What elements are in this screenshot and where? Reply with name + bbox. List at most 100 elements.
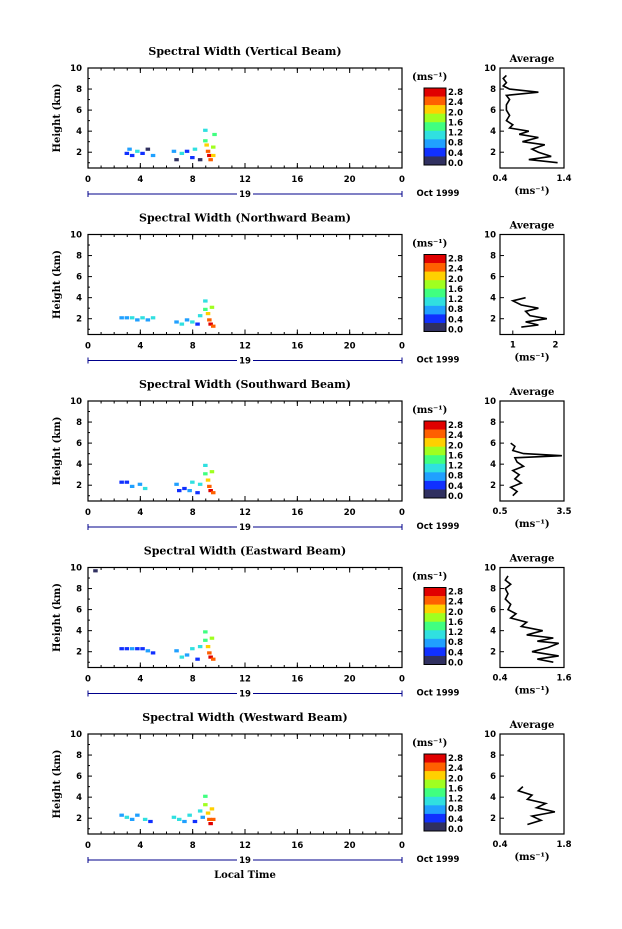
heatmap-cell bbox=[192, 147, 198, 151]
heatmap-cell bbox=[203, 307, 208, 311]
y-tick-label: 8 bbox=[76, 252, 82, 262]
y-tick-label: 2 bbox=[76, 814, 82, 824]
date-number: 19 bbox=[239, 690, 251, 700]
colorbar-tick-label: 0.0 bbox=[448, 659, 463, 669]
colorbar-segment bbox=[424, 805, 446, 815]
x-tick-label: 0 bbox=[85, 342, 91, 352]
y-axis-label: Height (km) bbox=[52, 583, 63, 652]
average-frame bbox=[499, 566, 565, 669]
heatmap-cell bbox=[135, 813, 140, 817]
y-tick-label: 4 bbox=[76, 460, 82, 470]
heatmap-cell bbox=[192, 819, 198, 824]
x-tick-label: 12 bbox=[239, 841, 251, 851]
date-number: 19 bbox=[239, 856, 251, 866]
average-y-tick-label: 6 bbox=[490, 606, 496, 616]
panel-1: Spectral Width (Northward Beam)246810Hei… bbox=[52, 212, 565, 367]
average-x-label: (ms⁻¹) bbox=[514, 686, 549, 697]
heatmap-cell bbox=[145, 147, 151, 151]
colorbar-frame bbox=[423, 587, 447, 665]
heatmap-cell bbox=[127, 147, 132, 151]
x-axis-label: Local Time bbox=[214, 870, 276, 881]
average-x-tick-label: 1.8 bbox=[556, 840, 571, 850]
heatmap-cell bbox=[150, 651, 156, 655]
colorbar-segment bbox=[424, 305, 446, 315]
heatmap-cell bbox=[190, 156, 195, 160]
panel-2: Spectral Width (Southward Beam) 2 4 6 8 10 Hei… bbox=[52, 378, 572, 533]
heatmap-cell bbox=[171, 815, 177, 819]
average-x-tick-label: 1.4 bbox=[556, 174, 571, 184]
heatmap-cell bbox=[140, 151, 145, 155]
y-tick-label: 6 bbox=[76, 106, 82, 116]
x-tick-label: 4 bbox=[137, 841, 143, 851]
colorbar-tick-label: 1.2 bbox=[448, 295, 463, 305]
colorbar-segment bbox=[424, 647, 446, 657]
average-y-tick-label: 8 bbox=[490, 418, 496, 428]
colorbar-tick-label: 1.6 bbox=[448, 451, 463, 461]
average-x-tick-label: 2 bbox=[553, 341, 559, 351]
colorbar-segment bbox=[424, 754, 446, 763]
x-tick-label: 0 bbox=[85, 675, 91, 685]
date-label: Oct 1999 bbox=[417, 689, 460, 699]
heatmap-cell bbox=[208, 489, 213, 493]
colorbar-segment bbox=[424, 438, 446, 447]
colorbar-unit: (ms⁻¹) bbox=[412, 738, 447, 749]
y-tick-label: 8 bbox=[76, 751, 82, 761]
date-number-bg bbox=[237, 855, 253, 865]
average-title: Average bbox=[509, 554, 555, 565]
plot-frame bbox=[87, 67, 403, 169]
colorbar-tick-label: 2.4 bbox=[448, 431, 463, 441]
colorbar-tick-label: 0.4 bbox=[448, 648, 463, 658]
panel-0: Spectral Width (Vertical Beam) 2 4 6 8 10 Heig… bbox=[52, 45, 572, 200]
x-tick-label: 0 bbox=[399, 342, 405, 352]
average-y-tick-label: 8 bbox=[490, 585, 496, 595]
y-tick-label: 8 bbox=[76, 585, 82, 595]
heatmap-cell bbox=[174, 158, 179, 162]
colorbar-segment bbox=[424, 280, 446, 290]
date-number-bg bbox=[237, 189, 253, 199]
panel-title: Spectral Width (Northward Beam) bbox=[139, 212, 351, 225]
x-tick-label: 8 bbox=[190, 342, 196, 352]
heatmap-cell bbox=[207, 817, 212, 821]
x-tick-label: 16 bbox=[291, 841, 303, 851]
heatmap-cell bbox=[203, 794, 208, 798]
panel-title: Spectral Width (Eastward Beam) bbox=[144, 545, 346, 558]
heatmap-cell bbox=[190, 320, 195, 324]
average-x-tick-label: 0.4 bbox=[492, 840, 507, 850]
colorbar-tick-label: 1.2 bbox=[448, 795, 463, 805]
heatmap-cell bbox=[209, 470, 215, 474]
average-x-tick-label: 3.5 bbox=[556, 507, 571, 517]
x-tick-label: 12 bbox=[239, 342, 251, 352]
colorbar-frame bbox=[423, 254, 447, 332]
colorbar-tick-label: 2.0 bbox=[448, 441, 463, 451]
heatmap-cell bbox=[204, 143, 209, 147]
date-number: 19 bbox=[239, 523, 251, 533]
average-y-tick-label: 10 bbox=[484, 564, 496, 574]
heatmap-cell bbox=[190, 647, 195, 651]
colorbar-segment bbox=[424, 122, 446, 132]
y-tick-label: 4 bbox=[76, 294, 82, 304]
heatmap-cell bbox=[205, 811, 211, 815]
average-y-tick-label: 2 bbox=[490, 315, 496, 325]
average-y-tick-label: 8 bbox=[490, 751, 496, 761]
average-y-tick-label: 6 bbox=[490, 106, 496, 116]
heatmap-cell bbox=[124, 647, 130, 651]
x-tick-label: 4 bbox=[137, 342, 143, 352]
heatmap-cell bbox=[150, 153, 156, 158]
date-label: Oct 1999 bbox=[417, 189, 460, 199]
colorbar-segment bbox=[424, 105, 446, 114]
heatmap-cell bbox=[129, 647, 135, 651]
average-y-tick-label: 2 bbox=[490, 148, 496, 158]
heatmap-cell bbox=[203, 299, 208, 303]
average-x-label: (ms⁻¹) bbox=[514, 353, 549, 364]
x-tick-label: 20 bbox=[344, 675, 356, 685]
colorbar-tick-label: 2.8 bbox=[448, 754, 463, 764]
heatmap-cell bbox=[203, 472, 208, 476]
average-x-label: (ms⁻¹) bbox=[514, 519, 549, 530]
colorbar-frame bbox=[423, 87, 447, 166]
colorbar-tick-label: 2.0 bbox=[448, 108, 463, 118]
average-y-tick-label: 10 bbox=[484, 231, 496, 241]
average-x-tick-label: 1 bbox=[510, 341, 516, 351]
x-tick-label: 8 bbox=[190, 841, 196, 851]
colorbar-tick-label: 1.2 bbox=[448, 462, 463, 472]
colorbar-unit: (ms⁻¹) bbox=[412, 572, 447, 583]
